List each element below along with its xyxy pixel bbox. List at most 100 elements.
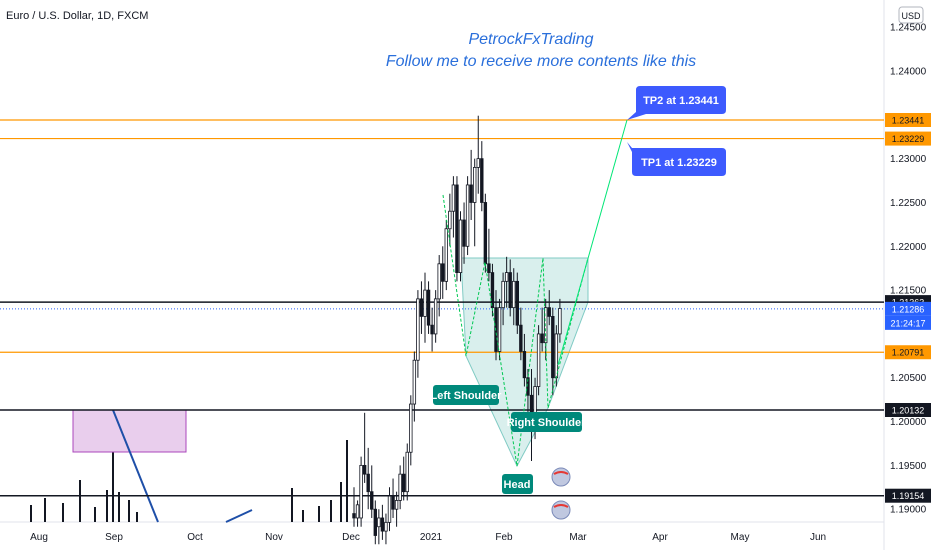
tp2-label: TP2 at 1.23441 bbox=[643, 95, 719, 107]
symbol-title: Euro / U.S. Dollar, 1D, FXCM bbox=[6, 10, 148, 22]
candle-body-13 bbox=[398, 473, 402, 501]
price-levels bbox=[0, 119, 884, 497]
candle-body-24 bbox=[437, 263, 441, 300]
last-price-tag-bg bbox=[885, 301, 931, 316]
right-shoulder-label: Right Shoulder bbox=[507, 417, 587, 429]
projection-line[interactable] bbox=[557, 119, 628, 366]
candle-body-10 bbox=[387, 495, 392, 523]
candle-body-44 bbox=[508, 272, 512, 309]
x-tick-label: Jun bbox=[810, 532, 826, 543]
x-tick-label: Aug bbox=[30, 532, 48, 543]
candle-body-55 bbox=[547, 307, 551, 317]
candle-body-30 bbox=[458, 219, 463, 273]
level-tag-0-bg bbox=[885, 113, 931, 127]
trend-line-up[interactable] bbox=[225, 509, 253, 523]
candle-body-7 bbox=[377, 517, 381, 528]
countdown-tag: 21:24:17 bbox=[890, 318, 925, 328]
candle-body-3 bbox=[362, 464, 367, 475]
left-shoulder-tag[interactable]: Left Shoulder bbox=[431, 385, 503, 405]
candle-body-9 bbox=[384, 521, 388, 532]
y-tick-label: 1.19500 bbox=[890, 461, 927, 472]
candles bbox=[352, 115, 562, 545]
head-label: Head bbox=[504, 479, 531, 491]
time-axis-ticks: Aug Sep Oct Nov Dec 2021 Feb Mar Apr May Jun bbox=[30, 532, 826, 543]
y-tick-label: 1.22500 bbox=[890, 198, 927, 209]
candle-body-0 bbox=[352, 513, 356, 519]
x-tick-label: Mar bbox=[569, 532, 587, 543]
candle-body-37 bbox=[483, 202, 488, 265]
candle-body-42 bbox=[501, 280, 505, 309]
economic-event-flag-us[interactable] bbox=[551, 500, 571, 520]
candle-body-17 bbox=[412, 359, 417, 405]
x-tick-label: Nov bbox=[265, 532, 283, 543]
level-tag-4-bg bbox=[885, 403, 931, 417]
candle-body-39 bbox=[490, 272, 495, 309]
candle-body-15 bbox=[405, 451, 409, 493]
level-tag-3-bg bbox=[885, 345, 931, 360]
candle-body-1 bbox=[355, 504, 360, 519]
countdown-tag-bg bbox=[885, 315, 931, 330]
level-tag-5-bg bbox=[885, 488, 931, 503]
candle-body-29 bbox=[455, 184, 459, 273]
candle-body-41 bbox=[497, 307, 502, 352]
candle-body-19 bbox=[419, 298, 424, 317]
pattern-zigzag[interactable] bbox=[442, 194, 589, 467]
x-tick-label: Oct bbox=[187, 532, 203, 543]
promo-subtitle: Follow me to receive more contents like … bbox=[386, 53, 696, 70]
candle-body-48 bbox=[522, 351, 527, 379]
head-tag[interactable]: Head bbox=[502, 474, 533, 494]
demand-zone[interactable] bbox=[72, 409, 187, 453]
y-tick-label: 1.20000 bbox=[890, 417, 927, 428]
x-tick-label: Sep bbox=[105, 532, 123, 543]
level-tag-4: 1.20132 bbox=[892, 406, 925, 416]
x-tick-label: 2021 bbox=[420, 532, 443, 543]
candle-body-2 bbox=[359, 464, 363, 519]
candle-body-33 bbox=[469, 184, 473, 203]
candle-body-28 bbox=[451, 184, 456, 212]
candle-body-22 bbox=[430, 324, 434, 335]
tp2-callout[interactable]: TP2 at 1.23441 bbox=[627, 86, 726, 120]
candle-body-32 bbox=[465, 184, 470, 247]
level-tag-3: 1.20791 bbox=[892, 348, 925, 358]
tp1-callout[interactable]: TP1 at 1.23229 bbox=[627, 142, 726, 176]
candle-body-27 bbox=[448, 210, 452, 230]
candle-body-18 bbox=[416, 298, 420, 361]
x-tick-label: Dec bbox=[342, 532, 360, 543]
candle-body-52 bbox=[536, 333, 541, 387]
candle-body-57 bbox=[554, 333, 559, 379]
candle-body-20 bbox=[423, 289, 427, 317]
tp1-label: TP1 at 1.23229 bbox=[641, 157, 717, 169]
level-tag-5: 1.19154 bbox=[892, 491, 925, 501]
x-tick-label: Feb bbox=[495, 532, 513, 543]
y-tick-label: 1.24000 bbox=[890, 67, 927, 78]
candle-body-14 bbox=[401, 473, 406, 493]
candle-body-5 bbox=[370, 491, 374, 510]
candle-body-16 bbox=[409, 403, 413, 453]
candle-body-36 bbox=[480, 158, 484, 203]
candle-body-53 bbox=[540, 333, 544, 344]
candle-body-12 bbox=[394, 500, 399, 510]
economic-event-flag-eu[interactable] bbox=[551, 467, 571, 487]
y-tick-label: 1.21500 bbox=[890, 286, 927, 297]
candle-body-21 bbox=[426, 289, 431, 326]
candle-body-43 bbox=[504, 272, 509, 282]
candle-body-47 bbox=[519, 324, 523, 352]
left-shoulder-label: Left Shoulder bbox=[431, 390, 503, 402]
currency-button[interactable]: USD bbox=[898, 6, 924, 24]
x-tick-label: Apr bbox=[652, 532, 668, 543]
y-tick-label: 1.23000 bbox=[890, 154, 927, 165]
last-price-tag: 1.21286 bbox=[892, 304, 925, 314]
price-axis-ticks: 1.24500 1.24000 1.23000 1.22500 1.22000 1.215… bbox=[890, 23, 927, 516]
candle-body-46 bbox=[515, 280, 519, 326]
candle-body-38 bbox=[487, 263, 491, 273]
trend-line-down[interactable] bbox=[112, 409, 159, 523]
right-shoulder-tag[interactable]: Right Shoulder bbox=[507, 412, 587, 432]
x-tick-label: May bbox=[731, 532, 750, 543]
candle-body-11 bbox=[391, 495, 395, 510]
candle-body-4 bbox=[366, 473, 370, 493]
y-tick-label: 1.24500 bbox=[890, 23, 927, 34]
candle-body-34 bbox=[472, 167, 477, 203]
candle-body-26 bbox=[444, 228, 448, 282]
